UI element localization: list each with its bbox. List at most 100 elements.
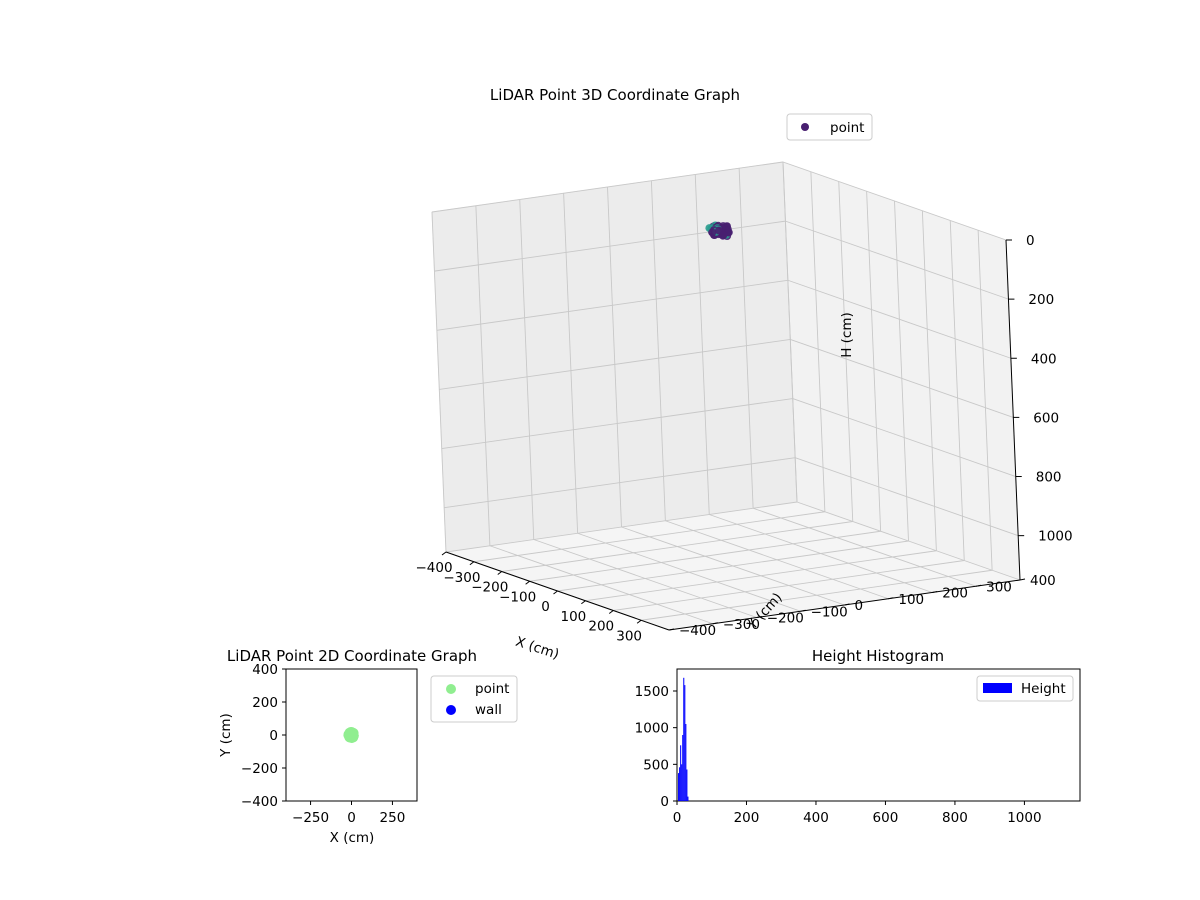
chart-2d-title: LiDAR Point 2D Coordinate Graph: [227, 647, 477, 665]
tick-3d-x: [581, 600, 586, 605]
tick-label-hist-x: 800: [942, 810, 968, 826]
tick-label-3d-z: 800: [1036, 470, 1062, 486]
chart-2d-ticks: −250 0 250 −400 −200 0 200 400: [241, 662, 405, 826]
axis-3d-z: [1005, 239, 1021, 581]
tick-label-3d-y: −200: [767, 611, 804, 627]
tick-3d-x: [525, 580, 530, 585]
chart-3d-legend: point: [786, 113, 873, 141]
tick-label-3d-x: −200: [471, 580, 508, 596]
tick-label-2d-y: 0: [269, 728, 278, 744]
tick-label-hist-x: 600: [873, 810, 899, 826]
grid-3d-x-back: [894, 200, 909, 542]
grid-3d-x-back: [921, 210, 937, 551]
tick-label-2d-x: 0: [347, 810, 356, 826]
tick-label-3d-z: 1000: [1038, 529, 1072, 545]
tick-3d-x: [608, 610, 614, 614]
grid-3d-z-back: [785, 220, 1009, 300]
tick-label-3d-y: 100: [898, 592, 924, 608]
tick-label-3d-z: 200: [1028, 292, 1054, 308]
grid-3d-z-left: [439, 338, 791, 390]
chart-3d-legend-frame: [786, 113, 873, 141]
grid-3d-y-floor: [665, 520, 889, 600]
grid-3d-y-floor: [577, 532, 801, 612]
tick-label-2d-y: −400: [241, 794, 278, 810]
tick-label-3d-y: 300: [986, 579, 1012, 595]
tick-label-hist-y: 1000: [635, 721, 669, 737]
grid-3d-x-back: [838, 181, 854, 522]
chart-2d-points: [343, 727, 359, 743]
tick-3d-y: [712, 622, 718, 625]
grid-3d-z-left: [441, 398, 793, 449]
grid-3d-x-back: [949, 220, 965, 561]
grid-3d-y-floor: [796, 501, 1021, 581]
chart-2d-legend-label-point: point: [475, 681, 509, 697]
grid-3d-z-back: [790, 338, 1014, 418]
grid-3d-y-left: [475, 205, 491, 546]
grid-3d-z-back: [792, 398, 1016, 477]
tick-label-3d-x: 300: [616, 628, 642, 644]
grid-3d-y-floor: [489, 545, 714, 625]
grid-3d-x-back: [977, 230, 993, 571]
tick-label-hist-y: 500: [643, 757, 669, 773]
grid-3d-y-left: [563, 193, 579, 534]
tick-3d-y: [976, 584, 982, 587]
tick-3d-x: [441, 551, 447, 556]
tick-3d-y: [756, 616, 762, 618]
tick-label-3d-x: 0: [541, 599, 550, 615]
tick-label-hist-x: 1000: [1007, 810, 1041, 826]
tick-label-3d-z: 400: [1031, 351, 1057, 367]
grid-3d-y-left: [694, 174, 710, 515]
chart-3d-zlabel: H (cm): [839, 312, 855, 358]
tick-label-3d-x: −400: [415, 560, 452, 576]
tick-label-3d-x: −300: [443, 570, 480, 586]
chart-3d-points: [705, 221, 733, 240]
chart-histogram-title: Height Histogram: [812, 647, 944, 665]
grid-3d-x-back: [810, 171, 826, 512]
tick-label-2d-y: 400: [252, 662, 278, 678]
chart-2d-ylabel: Y (cm): [218, 713, 234, 758]
tick-label-3d-z: 0: [1026, 233, 1035, 249]
grid-3d-y-left: [519, 199, 535, 540]
tick-3d-y: [668, 628, 675, 631]
tick-label-2d-y: −200: [241, 761, 278, 777]
tick-label-3d-z: 600: [1033, 410, 1059, 426]
histogram-bar: [679, 767, 681, 801]
grid-3d-y-floor: [752, 507, 977, 587]
grid-3d-y-floor: [709, 514, 933, 593]
tick-label-3d-y: 400: [1030, 573, 1056, 589]
chart-3d-title: LiDAR Point 3D Coordinate Graph: [490, 86, 740, 104]
chart-2d: −250 0 250 −400 −200 0 200 400 LiDAR Point 2D C…: [218, 647, 518, 846]
grid-3d-y-left: [738, 168, 754, 509]
chart-2d-legend-marker-wall: [446, 705, 456, 715]
tick-label-3d-y: −400: [679, 623, 716, 639]
histogram-bar: [683, 677, 685, 801]
point-2d: [347, 730, 358, 741]
tick-label-3d-x: −100: [499, 589, 536, 605]
chart-histogram-legend-frame: [976, 675, 1074, 702]
chart-histogram-legend-label: Height: [1021, 681, 1066, 697]
tick-3d-x: [469, 561, 475, 566]
chart-histogram-legend: Height: [976, 675, 1074, 702]
grid-3d-z-left: [444, 457, 796, 509]
grid-3d-z-back: [787, 279, 1012, 359]
grid-3d-y-left: [782, 161, 798, 503]
grid-3d-y-left: [607, 186, 622, 528]
grid-3d-z-back: [795, 457, 1019, 537]
point-3d: [708, 228, 717, 237]
histogram-bar: [680, 745, 682, 801]
histogram-bar: [681, 764, 683, 801]
grid-3d-y-floor: [533, 539, 757, 618]
tick-label-3d-y: 0: [855, 598, 864, 614]
tick-3d-y: [888, 597, 894, 600]
tick-label-2d-y: 200: [252, 695, 278, 711]
grid-3d-z-left: [431, 161, 784, 213]
chart-2d-legend-label-wall: wall: [475, 702, 502, 718]
tick-label-2d-x: −250: [292, 810, 329, 826]
grid-3d-y-left: [431, 211, 447, 553]
tick-label-hist-y: 1500: [635, 684, 669, 700]
histogram-bar: [684, 685, 686, 801]
grid-3d-z-left: [436, 279, 788, 331]
